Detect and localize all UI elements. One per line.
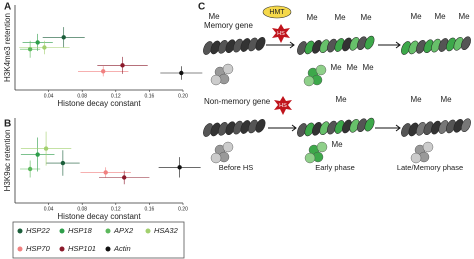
legend-box [12, 221, 185, 259]
legend-label: HSP70 [26, 244, 51, 253]
x-tick-label: 0.16 [145, 206, 155, 212]
diagram: Memory gene Non-memory gene HMT HS HS Be… [203, 5, 471, 172]
me-label: Me [458, 12, 470, 21]
nucleosome [461, 118, 471, 133]
point [61, 35, 66, 40]
me-label: Me [208, 12, 220, 21]
x-tick-label: 0.04 [44, 206, 54, 212]
legend-label: Actin [113, 244, 131, 253]
point [35, 40, 40, 45]
legend-label: HSP22 [26, 226, 51, 235]
x-tick-label: 0.20 [178, 206, 188, 212]
label: HS [277, 31, 285, 37]
legend-swatch [145, 228, 151, 234]
nucleosome [364, 35, 375, 50]
x-tick-label: 0.08 [77, 206, 87, 212]
nucleosome [364, 117, 375, 132]
legend-label: APX2 [113, 226, 134, 235]
me-label: Me [362, 63, 374, 72]
me-label: Me [334, 13, 346, 22]
me-label: Me [330, 63, 342, 72]
hs-star [274, 96, 292, 115]
polymerase [315, 64, 327, 76]
me-label: Me [331, 140, 343, 149]
point [35, 152, 40, 157]
point [179, 70, 184, 76]
legend-swatch [105, 246, 111, 252]
arrows [266, 41, 401, 132]
y-axis-label: H3K9ac retention [3, 130, 12, 192]
caption: Late/Memory phase [397, 163, 463, 172]
legend-swatch [105, 228, 111, 234]
polymerase [210, 74, 222, 86]
me-label: Me [440, 95, 452, 104]
hs-star [272, 24, 290, 43]
legend-swatch [59, 246, 65, 252]
y-axis-label: H3K4me3 retention [3, 13, 12, 82]
hmt-shape [262, 5, 292, 19]
legend-swatch [17, 228, 23, 234]
polymerase [210, 152, 222, 164]
legend-label: HSA32 [154, 226, 179, 235]
point [177, 165, 182, 170]
me-label: Me [306, 13, 318, 22]
polymerase [304, 152, 316, 164]
me-label: Me [360, 13, 372, 22]
me-label: Me [410, 12, 422, 21]
polymerase [222, 141, 234, 153]
legend-label: HSP18 [68, 226, 93, 235]
point [120, 63, 125, 68]
caption: Early phase [315, 163, 355, 172]
point [103, 170, 108, 175]
x-tick-label: 0.12 [111, 93, 121, 99]
legend-swatch [17, 246, 23, 252]
panel-label: B [4, 119, 11, 130]
x-tick-label: 0.12 [111, 206, 121, 212]
point [27, 47, 33, 52]
panel-label: A [4, 2, 11, 13]
polymerase [222, 63, 234, 75]
x-tick-label: 0.08 [77, 93, 87, 99]
nucleosome [461, 36, 471, 51]
point [27, 166, 33, 172]
x-tick-label: 0.20 [178, 93, 188, 99]
me-label: Me [346, 63, 358, 72]
x-axis-label: Histone decay constant [57, 99, 141, 108]
label: Memory gene [204, 21, 253, 30]
x-axis-label: Histone decay constant [57, 212, 141, 221]
point [122, 175, 127, 180]
point [60, 160, 66, 166]
label: Non-memory gene [204, 97, 271, 106]
panel-label: C [198, 2, 205, 13]
label: HS [279, 103, 287, 109]
label: HMT [269, 9, 285, 16]
me-label: Me [434, 12, 446, 21]
nucleosome [255, 118, 266, 133]
legend-swatch [59, 228, 65, 234]
me-label: Me [410, 95, 422, 104]
me-label: Me [335, 95, 347, 104]
polymerase [303, 75, 315, 87]
polymerase [422, 141, 434, 153]
x-tick-label: 0.16 [145, 93, 155, 99]
legend-label: HSP101 [68, 244, 96, 253]
polymerase [316, 141, 328, 153]
caption: Before HS [219, 163, 254, 172]
point [43, 146, 49, 151]
point [42, 45, 47, 50]
polymerase [410, 152, 422, 164]
x-tick-label: 0.04 [44, 93, 54, 99]
nucleosome [255, 36, 266, 51]
point [101, 69, 106, 74]
